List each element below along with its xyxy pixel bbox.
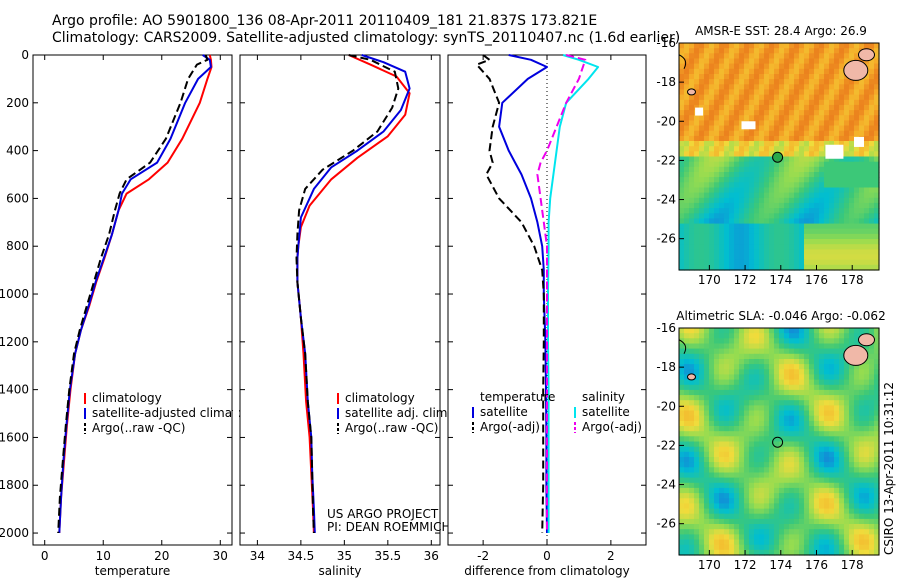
sla_map-ytick-label: -24 bbox=[656, 478, 676, 492]
difference-legend-label: satellite bbox=[480, 405, 528, 419]
coastline bbox=[678, 54, 687, 69]
temperature-xtick-label: 10 bbox=[96, 549, 111, 563]
sst-map-panel: AMSR-E SST: 28.4 Argo: 26.9 170 172 174 176 1… bbox=[656, 24, 880, 287]
difference-xtick-label: 2 bbox=[607, 549, 615, 563]
fiji-island-shape bbox=[858, 333, 875, 347]
sst_map-xtick-label: 172 bbox=[734, 273, 757, 287]
legend-overflow-mask bbox=[233, 405, 239, 423]
sst_map-title: AMSR-E SST: 28.4 Argo: 26.9 bbox=[695, 24, 867, 38]
depth-tick-label: 2000 bbox=[0, 526, 29, 540]
depth-tick-label: 800 bbox=[6, 239, 29, 253]
depth-tick-label: 1800 bbox=[0, 478, 29, 492]
depth-tick-label: 600 bbox=[6, 191, 29, 205]
argo-location-marker bbox=[772, 151, 784, 163]
sst_map-ytick-label: -26 bbox=[656, 232, 676, 246]
sst_map-xtick-label: 176 bbox=[805, 273, 828, 287]
salinity-legend-label: satellite adj. clim. bbox=[345, 406, 451, 420]
depth-tick-label: 1400 bbox=[0, 383, 29, 397]
depth-tick-label: 200 bbox=[6, 96, 29, 110]
cloud-gap bbox=[825, 144, 844, 159]
sla_map-xtick-label: 170 bbox=[698, 558, 721, 572]
difference-series-salinity-satellite bbox=[547, 54, 600, 533]
header-line-2: Climatology: CARS2009. Satellite-adjuste… bbox=[52, 30, 680, 46]
sla_map-ytick-label: -18 bbox=[656, 360, 676, 374]
temperature-legend-label: Argo(..raw -QC) bbox=[92, 421, 185, 435]
sla_map-frame bbox=[678, 327, 880, 556]
pi-annotation: PI: DEAN ROEMMICH bbox=[327, 520, 450, 534]
cloud-gap bbox=[854, 136, 864, 147]
difference-series-salinity-argo-adj- bbox=[536, 54, 587, 533]
sla-map-panel: Altimetric SLA: -0.046 Argo: -0.062 170 17… bbox=[656, 309, 885, 572]
side-timestamp: CSIRO 13-Apr-2011 10:31:12 bbox=[882, 382, 896, 555]
difference-legend-label: Argo(-adj) bbox=[582, 420, 642, 434]
salinity-series-argo-raw-qc- bbox=[295, 54, 400, 534]
salinity-legend-label: Argo(..raw -QC) bbox=[345, 421, 438, 435]
fiji-island-shape bbox=[843, 344, 869, 366]
sst_map-ytick-label: -24 bbox=[656, 193, 676, 207]
cloud-gap bbox=[741, 121, 756, 130]
difference-xlabel: difference from climatology bbox=[464, 564, 630, 578]
sst_map-ytick-label: -20 bbox=[656, 114, 676, 128]
difference-xtick-label: -2 bbox=[477, 549, 489, 563]
difference-legend-label: satellite bbox=[582, 405, 630, 419]
salinity-xtick-label: 34 bbox=[250, 549, 265, 563]
temperature-xtick-label: 20 bbox=[154, 549, 169, 563]
sst_map-ytick-label: -16 bbox=[656, 36, 676, 50]
temperature-axes-box bbox=[32, 54, 233, 546]
temperature-legend-label: satellite-adjusted climatology bbox=[92, 406, 270, 420]
depth-tick-label: 0 bbox=[21, 48, 29, 62]
sst_map-ytick-label: -18 bbox=[656, 75, 676, 89]
depth-tick-label: 1600 bbox=[0, 430, 29, 444]
vanuatu-island-shape bbox=[687, 373, 696, 381]
sla_map-xtick-label: 174 bbox=[769, 558, 792, 572]
sla_map-ytick-label: -16 bbox=[656, 321, 676, 335]
depth-tick-label: 1200 bbox=[0, 335, 29, 349]
temperature-xlabel: temperature bbox=[95, 564, 170, 578]
temperature-panel: 0 10 20 30 0 200 400 600 800 1000 1200 1400 1600 1800… bbox=[0, 48, 270, 578]
depth-tick-label: 400 bbox=[6, 144, 29, 158]
temperature-series-argo-raw-qc- bbox=[57, 54, 209, 534]
sla_map-xtick-label: 178 bbox=[841, 558, 864, 572]
header-line-1: Argo profile: AO 5901800_136 08-Apr-2011… bbox=[52, 13, 597, 29]
temperature-xtick-label: 30 bbox=[213, 549, 228, 563]
sst_map-frame bbox=[678, 42, 880, 271]
sla_map-xtick-label: 172 bbox=[734, 558, 757, 572]
depth-tick-label: 1000 bbox=[0, 287, 29, 301]
legend-title-salinity: salinity bbox=[582, 390, 625, 404]
sla_map-xtick-label: 176 bbox=[805, 558, 828, 572]
coastline bbox=[678, 339, 687, 354]
legend-title-temperature: temperature bbox=[480, 390, 555, 404]
fiji-island-shape bbox=[843, 59, 869, 81]
fiji-island-shape bbox=[858, 48, 875, 62]
sst_map-ytick-label: -22 bbox=[656, 153, 676, 167]
salinity-panel: 34 34.5 35 35.5 36 salinity climatologysatelli… bbox=[239, 54, 451, 578]
sst_map-xtick-label: 170 bbox=[698, 273, 721, 287]
cloud-gap bbox=[695, 107, 704, 116]
project-annotation: US ARGO PROJECT bbox=[327, 507, 439, 521]
sst_map-xtick-label: 178 bbox=[841, 273, 864, 287]
temperature-xtick-label: 0 bbox=[41, 549, 49, 563]
salinity-axes-box bbox=[239, 54, 441, 546]
temperature-legend-label: climatology bbox=[92, 391, 162, 405]
sla_map-title: Altimetric SLA: -0.046 Argo: -0.062 bbox=[676, 309, 885, 323]
sla_map-ytick-label: -20 bbox=[656, 399, 676, 413]
sla_map-ytick-label: -22 bbox=[656, 438, 676, 452]
salinity-xtick-label: 36 bbox=[424, 549, 439, 563]
salinity-xtick-label: 35 bbox=[337, 549, 352, 563]
salinity-xtick-label: 34.5 bbox=[288, 549, 315, 563]
salinity-legend-label: climatology bbox=[345, 391, 415, 405]
difference-series-temperature-argo-adj- bbox=[475, 54, 545, 534]
sst_map-xtick-label: 174 bbox=[769, 273, 792, 287]
salinity-xtick-label: 35.5 bbox=[374, 549, 401, 563]
argo-location-marker bbox=[772, 436, 784, 448]
sla_map-field bbox=[679, 328, 880, 556]
salinity-xlabel: salinity bbox=[318, 564, 361, 578]
difference-xtick-label: 0 bbox=[543, 549, 551, 563]
difference-legend-label: Argo(-adj) bbox=[480, 420, 540, 434]
sla_map-ytick-label: -26 bbox=[656, 517, 676, 531]
vanuatu-island-shape bbox=[687, 88, 696, 96]
